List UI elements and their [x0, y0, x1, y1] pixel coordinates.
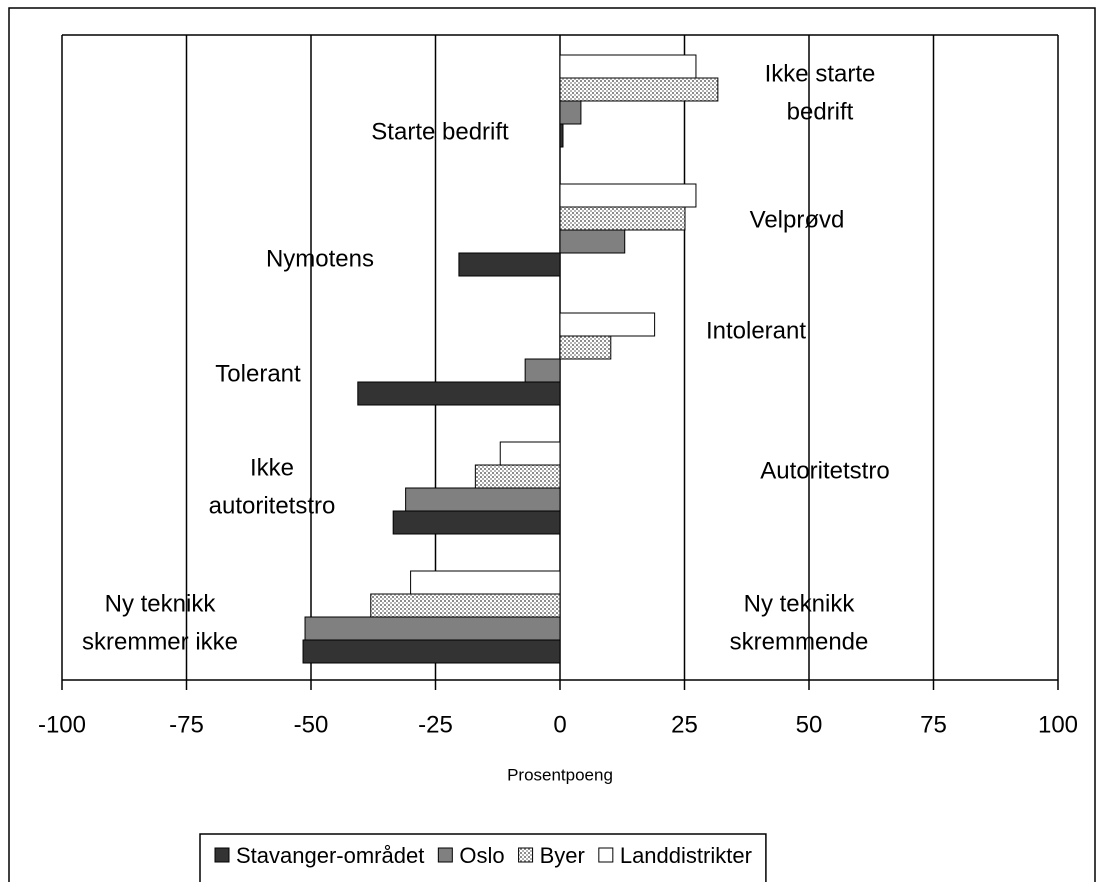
- category-label-left: autoritetstro: [209, 492, 336, 519]
- bar: [559, 123, 564, 148]
- bar: [559, 183, 697, 208]
- bar: [499, 441, 561, 466]
- x-tick-label: 25: [671, 711, 698, 738]
- bar: [559, 229, 626, 254]
- bar: [559, 54, 697, 79]
- legend-swatch: [518, 847, 534, 863]
- legend-label: Stavanger-området: [236, 843, 424, 868]
- bar: [357, 381, 561, 406]
- bar: [302, 639, 561, 664]
- legend-swatch: [437, 847, 453, 863]
- category-label-right: Ikke starte: [765, 60, 876, 87]
- x-tick-label: -50: [294, 711, 329, 738]
- bar: [405, 487, 561, 512]
- bar: [559, 206, 686, 231]
- category-label-left: Tolerant: [215, 360, 301, 387]
- bar: [474, 464, 561, 489]
- legend-label: Oslo: [459, 843, 504, 868]
- x-axis-label: Prosentpoeng: [507, 765, 613, 784]
- x-tick-label: 75: [920, 711, 947, 738]
- bar: [559, 312, 656, 337]
- category-label-left: skremmer ikke: [82, 628, 238, 655]
- bar: [559, 100, 582, 125]
- category-label-left: Ikke: [250, 454, 294, 481]
- category-label-right: Ny teknikk: [744, 590, 856, 617]
- x-tick-label: -75: [169, 711, 204, 738]
- legend-label: Landdistrikter: [620, 843, 752, 868]
- x-tick-label: 100: [1038, 711, 1078, 738]
- x-tick-label: 0: [553, 711, 566, 738]
- bar: [524, 358, 561, 383]
- legend-swatch: [214, 847, 230, 863]
- legend-box: [199, 833, 767, 882]
- bar: [392, 510, 561, 535]
- bar: [559, 335, 612, 360]
- bar: [458, 252, 561, 277]
- bar: [370, 593, 561, 618]
- category-label-right: Intolerant: [706, 317, 806, 344]
- bar: [304, 616, 561, 641]
- legend-swatch: [598, 847, 614, 863]
- bar: [559, 77, 719, 102]
- legend-label: Byer: [540, 843, 585, 868]
- x-tick-label: 50: [796, 711, 823, 738]
- category-label-left: Starte bedrift: [371, 118, 509, 145]
- x-tick-label: -100: [38, 711, 86, 738]
- category-label-left: Nymotens: [266, 245, 374, 272]
- category-label-left: Ny teknikk: [105, 590, 217, 617]
- x-tick-label: -25: [418, 711, 453, 738]
- category-label-right: Autoritetstro: [760, 457, 889, 484]
- bar: [410, 570, 561, 595]
- category-label-right: bedrift: [787, 98, 854, 125]
- category-label-right: skremmende: [730, 628, 869, 655]
- category-label-right: Velprøvd: [750, 206, 845, 233]
